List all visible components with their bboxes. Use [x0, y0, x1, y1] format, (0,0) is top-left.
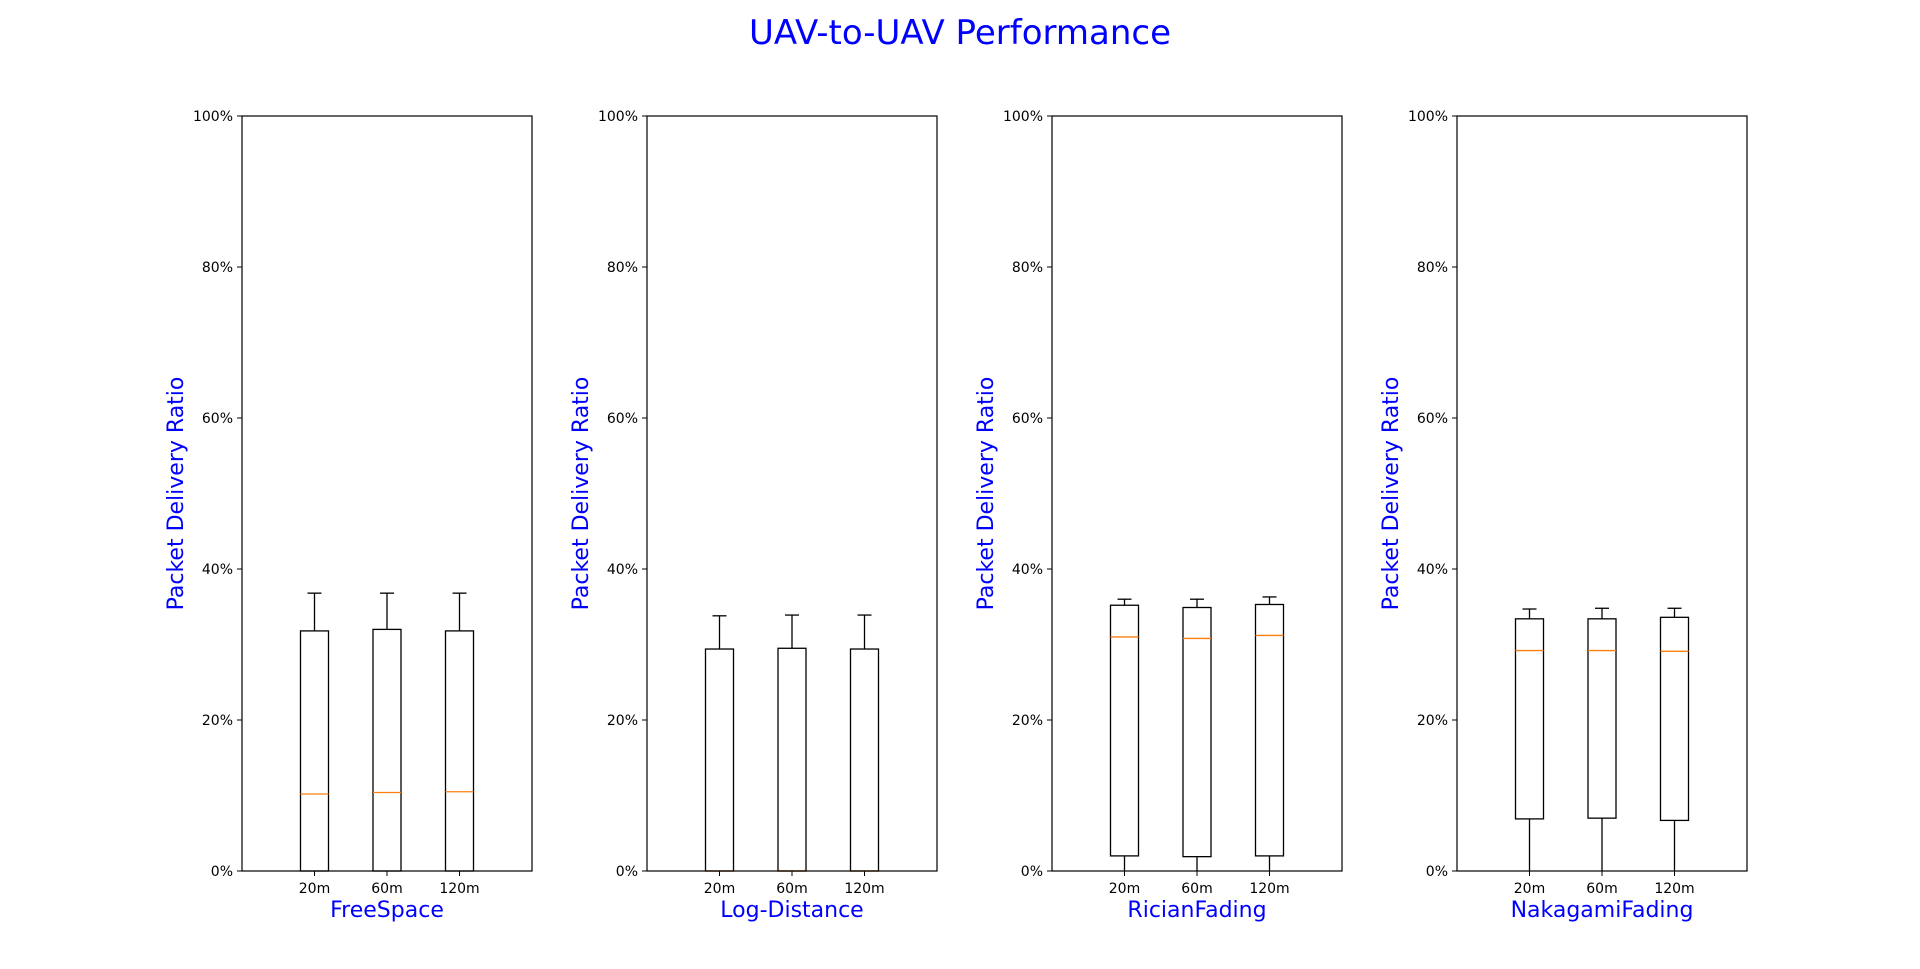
y-tick-label: 20% [607, 713, 638, 729]
y-tick-label: 80% [202, 260, 233, 276]
x-axis-label: Log-Distance [720, 898, 863, 923]
y-tick-label: 100% [1408, 109, 1448, 125]
x-tick-label: 20m [299, 881, 330, 897]
y-tick-label: 0% [211, 864, 233, 880]
chart-panel-4: 0% 20% 40% 60% 80% 100% 20m 60m 120mNakagamiFadi… [1379, 109, 1748, 923]
axes-frame [241, 115, 533, 872]
x-tick-label: 60m [1181, 881, 1212, 897]
y-tick-label: 20% [1417, 713, 1448, 729]
x-tick-label: 120m [844, 881, 884, 897]
y-tick-label: 0% [1426, 864, 1448, 880]
x-tick-label: 120m [1654, 881, 1694, 897]
y-tick-label: 0% [616, 864, 638, 880]
y-tick-label: 80% [1417, 260, 1448, 276]
box-60m [1182, 606, 1212, 858]
y-tick-label: 40% [202, 562, 233, 578]
y-tick-label: 60% [1012, 411, 1043, 427]
y-tick-label: 40% [1417, 562, 1448, 578]
x-tick-label: 60m [1586, 881, 1617, 897]
box-120m [1254, 603, 1285, 857]
x-tick-label: 20m [704, 881, 735, 897]
y-tick-label: 40% [1012, 562, 1043, 578]
box-20m [1109, 604, 1140, 857]
box-60m [777, 647, 807, 872]
chart-panel-2: 0% 20% 40% 60% 80% 100% 20m 60m 120mLog-Distance… [569, 109, 938, 923]
axes-frame [1051, 115, 1343, 872]
y-tick-label: 60% [1417, 411, 1448, 427]
y-tick-label: 60% [607, 411, 638, 427]
box-20m [299, 630, 330, 872]
box-60m [372, 628, 402, 872]
x-tick-label: 20m [1109, 881, 1140, 897]
y-tick-label: 20% [1012, 713, 1043, 729]
x-tick-label: 120m [439, 881, 479, 897]
x-axis-label: FreeSpace [330, 898, 444, 923]
box-60m [1587, 618, 1617, 819]
x-axis-label: NakagamiFading [1511, 898, 1694, 923]
box-120m [849, 648, 880, 872]
y-tick-label: 0% [1021, 864, 1043, 880]
x-tick-label: 60m [371, 881, 402, 897]
y-tick-label: 40% [607, 562, 638, 578]
y-axis-label: Packet Delivery Ratio [569, 377, 594, 611]
y-tick-label: 100% [1003, 109, 1043, 125]
panels: 0%20%40%60%80%100%20m 60m 120mFreeSpacePac… [164, 109, 1748, 923]
y-axis-label: Packet Delivery Ratio [164, 377, 189, 611]
figure-title: UAV-to-UAV Performance [749, 13, 1171, 53]
y-tick-label: 80% [1012, 260, 1043, 276]
y-tick-label: 100% [598, 109, 638, 125]
y-axis-label: Packet Delivery Ratio [974, 377, 999, 611]
box-120m [444, 630, 475, 872]
box-20m [704, 648, 735, 872]
x-tick-label: 20m [1514, 881, 1545, 897]
x-tick-label: 120m [1249, 881, 1289, 897]
y-tick-label: 20% [202, 713, 233, 729]
box-120m [1659, 616, 1690, 822]
axes-frame [646, 115, 938, 872]
box-20m [1514, 618, 1545, 820]
axes-frame [1456, 115, 1748, 872]
x-axis-label: RicianFading [1127, 898, 1266, 923]
y-axis-label: Packet Delivery Ratio [1379, 377, 1404, 611]
y-tick-label: 60% [202, 411, 233, 427]
x-tick-label: 60m [776, 881, 807, 897]
y-tick-label: 100% [193, 109, 233, 125]
y-tick-label: 80% [607, 260, 638, 276]
chart-panel-3: 0% 20% 40% 60% 80% 100% 20m 60m 120mRicianFading… [974, 109, 1343, 923]
